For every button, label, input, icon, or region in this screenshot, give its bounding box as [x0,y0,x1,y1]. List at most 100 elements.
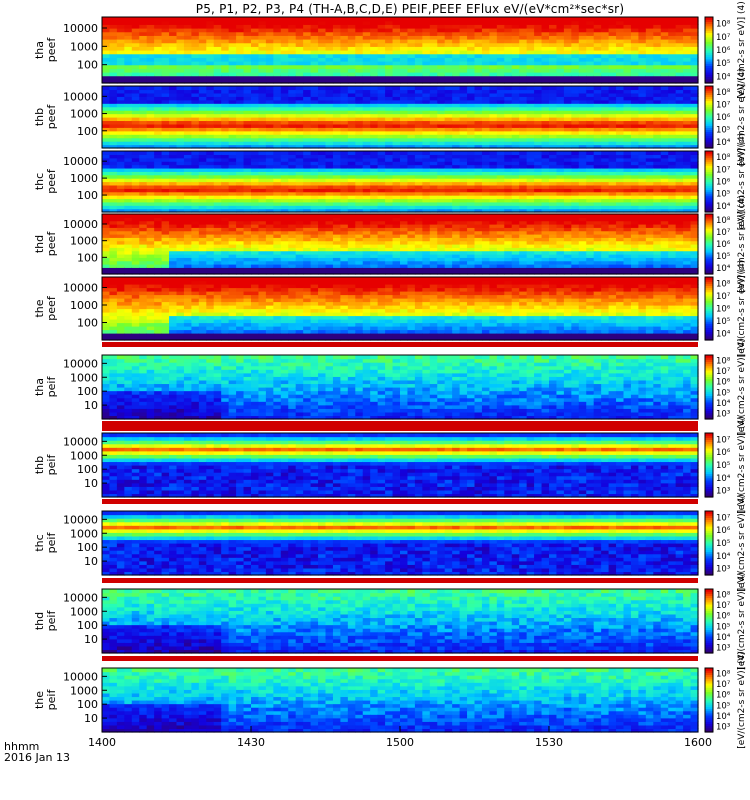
heatmap-cell [608,35,617,40]
heatmap-cell [303,120,312,125]
heatmap-cell [511,201,520,206]
heatmap-cell [258,110,267,115]
heatmap-cell [131,250,140,255]
heatmap-cell [109,72,118,77]
heatmap-cell [519,191,528,196]
heatmap-cell [169,120,178,125]
heatmap-cell [146,208,155,213]
heatmap-cell [213,234,222,238]
heatmap-cell [288,230,297,235]
heatmap-cell [236,151,245,155]
heatmap-cell [616,53,625,58]
heatmap-cell [109,234,118,238]
heatmap-cell [467,72,476,77]
heatmap-cell [213,75,222,80]
heatmap-cell [213,164,222,169]
heatmap-cell [511,178,520,183]
heatmap-cell [370,110,379,115]
heatmap-cell [169,127,178,132]
heatmap-cell [191,237,200,242]
heatmap-cell [608,130,617,135]
heatmap-cell [504,92,513,97]
heatmap-cell [347,72,356,77]
heatmap-cell [221,64,230,69]
heatmap-cell [630,174,639,179]
heatmap-cell [318,137,327,142]
heatmap-cell [124,120,133,125]
heatmap-cell [347,161,356,166]
heatmap-cell [645,167,654,172]
heatmap-cell [526,113,535,118]
heatmap-cell [496,110,505,115]
heatmap-cell [340,161,349,166]
heatmap-cell [474,188,483,193]
heatmap-cell [496,96,505,101]
colorbar-cell [705,54,713,58]
heatmap-cell [586,35,595,40]
heatmap-cell [467,151,476,155]
heatmap-cell [549,79,558,84]
heatmap-cell [496,72,505,77]
y-tick-label: 100 [77,59,98,72]
heatmap-cell [526,195,535,200]
heatmap-cell [265,164,274,169]
heatmap-cell [429,117,438,122]
heatmap-cell [660,106,669,111]
heatmap-cell [549,151,558,155]
heatmap-cell [668,137,677,142]
heatmap-cell [280,53,289,58]
heatmap-cell [683,130,692,135]
heatmap-cell [146,89,155,94]
heatmap-cell [347,164,356,169]
heatmap-cell [228,50,237,55]
heatmap-cell [437,201,446,206]
heatmap-cell [154,68,163,73]
heatmap-cell [154,184,163,189]
heatmap-cell [169,35,178,40]
heatmap-cell [474,184,483,189]
heatmap-cell [578,96,587,101]
heatmap-cell [206,254,215,258]
heatmap-cell [563,31,572,36]
heatmap-cell [288,234,297,238]
heatmap-cell [578,35,587,40]
colorbar-cell [705,65,713,69]
heatmap-cell [630,188,639,193]
heatmap-cell [318,174,327,179]
heatmap-cell [593,86,602,91]
heatmap-cell [608,64,617,69]
heatmap-cell [645,35,654,40]
heatmap-cell [414,178,423,183]
heatmap-cell [474,46,483,51]
heatmap-cell [578,89,587,94]
heatmap-cell [221,167,230,172]
heatmap-cell [645,205,654,210]
heatmap-cell [519,198,528,203]
heatmap-cell [213,134,222,139]
heatmap-cell [161,237,170,242]
heatmap-cell [541,127,550,132]
heatmap-cell [549,68,558,73]
heatmap-cell [273,20,282,25]
heatmap-cell [251,120,260,125]
heatmap-cell [303,106,312,111]
heatmap-cell [288,92,297,97]
heatmap-cell [690,50,699,55]
heatmap-cell [154,220,163,225]
heatmap-cell [370,151,379,155]
heatmap-cell [228,244,237,248]
heatmap-cell [437,89,446,94]
heatmap-cell [630,39,639,44]
heatmap-cell [288,64,297,69]
heatmap-cell [131,134,140,139]
heatmap-cell [526,89,535,94]
heatmap-cell [578,174,587,179]
heatmap-cell [578,117,587,122]
heatmap-cell [534,141,543,146]
heatmap-cell [400,61,409,66]
heatmap-cell [265,237,274,242]
heatmap-cell [146,257,155,262]
heatmap-cell [258,257,267,262]
heatmap-cell [511,134,520,139]
heatmap-cell [243,157,252,162]
